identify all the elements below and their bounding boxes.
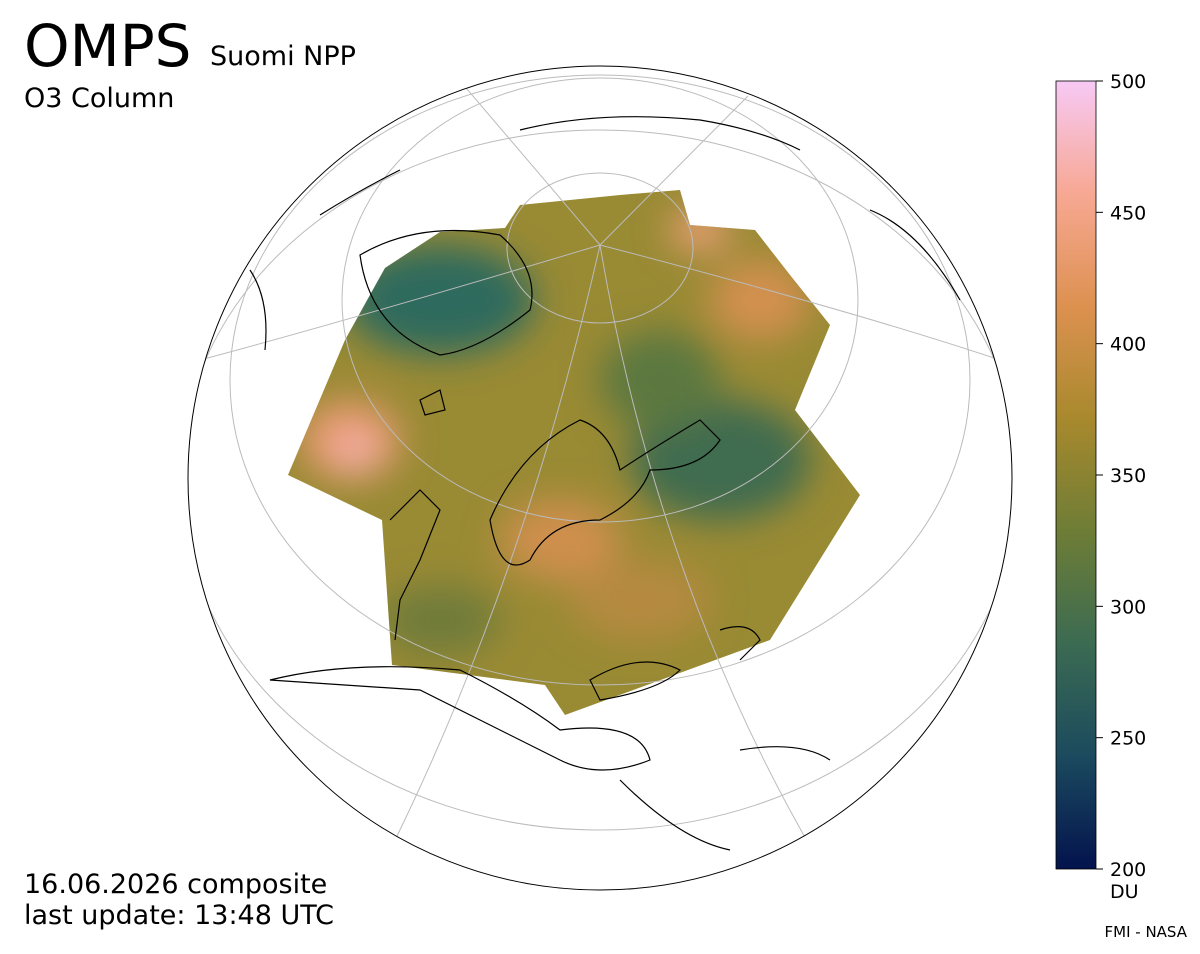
colorbar xyxy=(1055,80,1097,870)
globe-outline xyxy=(187,65,1013,891)
date-label: 16.06.2026 composite xyxy=(24,869,327,900)
tick-label: 500 xyxy=(1110,71,1146,93)
tick-label: 400 xyxy=(1110,334,1146,356)
credit: FMI - NASA xyxy=(1105,923,1188,941)
globe-map xyxy=(188,74,1012,890)
tick-label: 250 xyxy=(1110,728,1146,750)
tick-label: 300 xyxy=(1110,596,1146,618)
product: O3 Column xyxy=(24,83,174,114)
subtitle: Suomi NPP xyxy=(210,41,356,72)
title: OMPS xyxy=(24,12,192,80)
graticule xyxy=(188,74,1012,890)
colorbar-unit: DU xyxy=(1110,881,1139,903)
ozone-swath xyxy=(288,190,860,715)
tick-label: 200 xyxy=(1110,859,1146,881)
tick-label: 350 xyxy=(1110,465,1146,487)
update-label: last update: 13:48 UTC xyxy=(24,900,334,931)
tick-label: 450 xyxy=(1110,202,1146,224)
colorbar-ticks: 200 250 300 350 400 450 500 xyxy=(1096,71,1146,881)
